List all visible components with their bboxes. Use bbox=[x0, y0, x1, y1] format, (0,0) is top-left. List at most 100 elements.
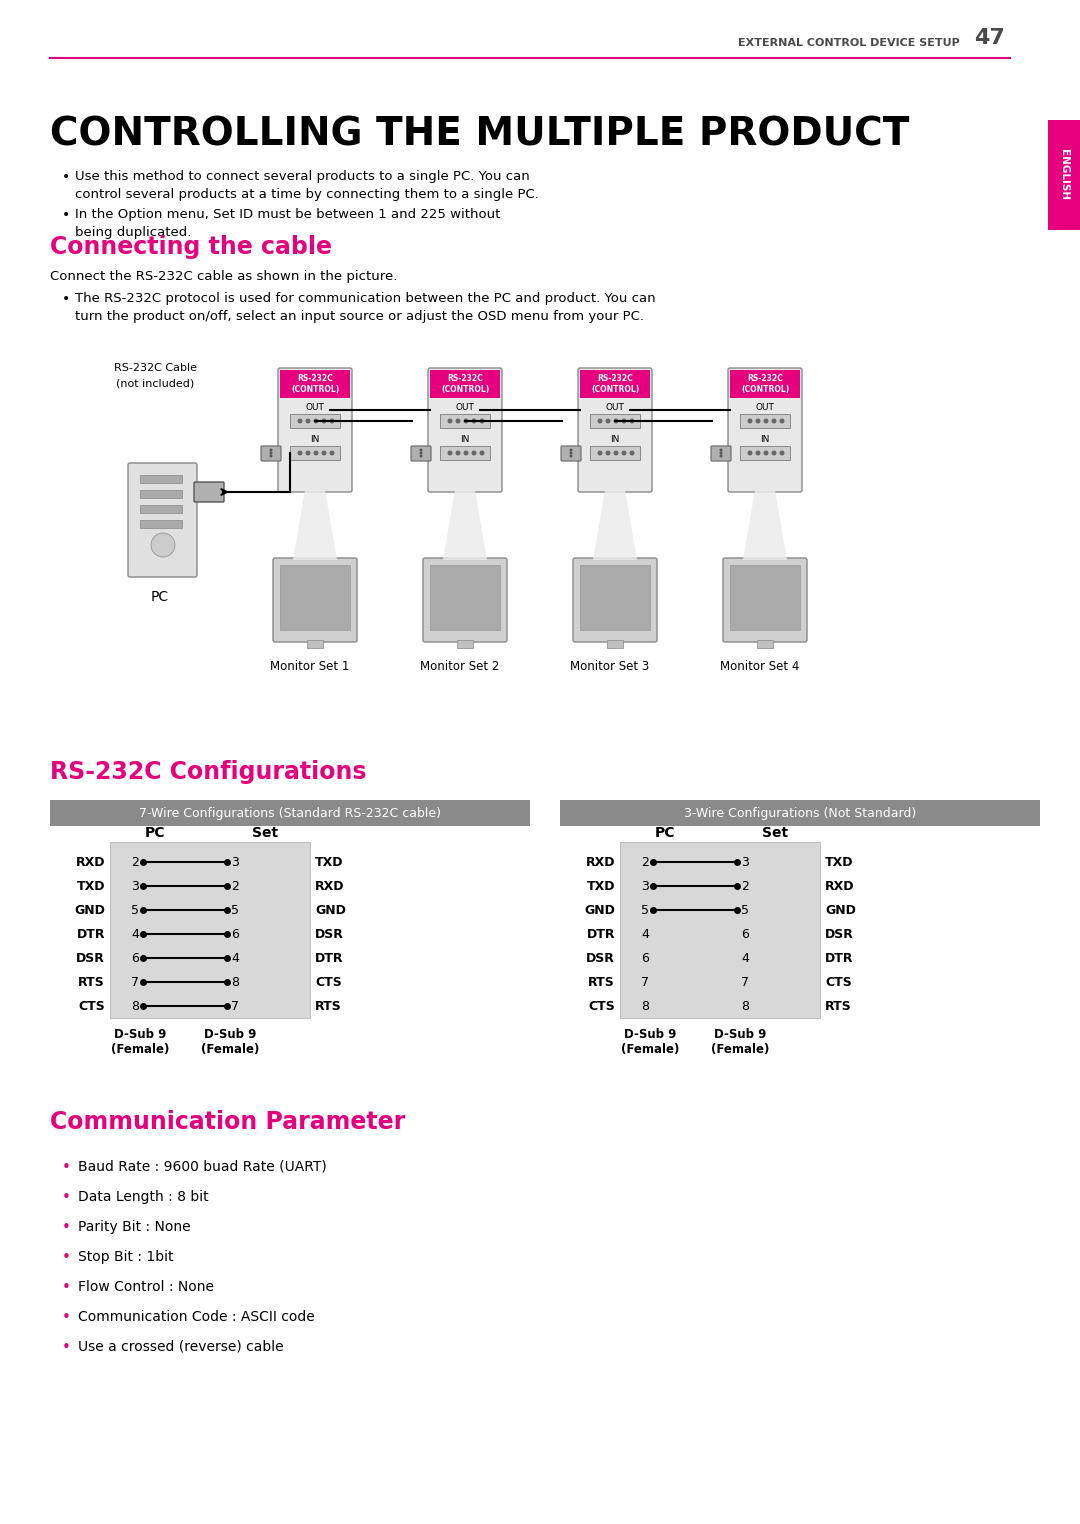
Bar bbox=[110, 841, 310, 1018]
Circle shape bbox=[597, 419, 603, 424]
Circle shape bbox=[463, 451, 469, 456]
Text: 6: 6 bbox=[131, 951, 139, 965]
Text: Monitor Set 3: Monitor Set 3 bbox=[570, 660, 650, 674]
Text: Set: Set bbox=[252, 826, 278, 840]
Text: 2: 2 bbox=[741, 879, 748, 893]
Text: RTS: RTS bbox=[315, 1000, 341, 1012]
Text: RS-232C
(CONTROL): RS-232C (CONTROL) bbox=[591, 375, 639, 393]
Text: RTS: RTS bbox=[78, 975, 105, 989]
Circle shape bbox=[747, 451, 753, 456]
FancyBboxPatch shape bbox=[273, 558, 357, 642]
Text: 2: 2 bbox=[642, 855, 649, 869]
Bar bbox=[291, 447, 340, 460]
Text: Use this method to connect several products to a single PC. You can: Use this method to connect several produ… bbox=[75, 171, 530, 183]
Text: 4: 4 bbox=[642, 928, 649, 940]
Polygon shape bbox=[293, 491, 337, 559]
Polygon shape bbox=[443, 491, 487, 559]
FancyBboxPatch shape bbox=[561, 447, 581, 460]
Text: CTS: CTS bbox=[78, 1000, 105, 1012]
Bar bbox=[50, 800, 530, 826]
FancyBboxPatch shape bbox=[428, 367, 502, 492]
Text: 6: 6 bbox=[231, 928, 239, 940]
Text: •: • bbox=[62, 293, 70, 306]
Text: RXD: RXD bbox=[585, 855, 615, 869]
Text: 5: 5 bbox=[741, 904, 750, 916]
Circle shape bbox=[329, 419, 335, 424]
Bar bbox=[307, 640, 323, 648]
Circle shape bbox=[780, 451, 784, 456]
Text: DSR: DSR bbox=[586, 951, 615, 965]
Polygon shape bbox=[593, 491, 637, 559]
Text: RS-232C
(CONTROL): RS-232C (CONTROL) bbox=[291, 375, 339, 393]
Circle shape bbox=[322, 419, 326, 424]
Circle shape bbox=[480, 451, 485, 456]
Text: RS-232C Configurations: RS-232C Configurations bbox=[50, 760, 366, 783]
Circle shape bbox=[764, 419, 769, 424]
Circle shape bbox=[419, 451, 422, 454]
Bar bbox=[740, 447, 789, 460]
Text: DTR: DTR bbox=[586, 928, 615, 940]
Text: 8: 8 bbox=[231, 975, 239, 989]
Text: ENGLISH: ENGLISH bbox=[1059, 149, 1069, 201]
Circle shape bbox=[463, 419, 469, 424]
Text: GND: GND bbox=[315, 904, 346, 916]
FancyBboxPatch shape bbox=[728, 367, 802, 492]
Circle shape bbox=[771, 451, 777, 456]
Text: control several products at a time by connecting them to a single PC.: control several products at a time by co… bbox=[75, 187, 539, 201]
Text: Communication Code : ASCII code: Communication Code : ASCII code bbox=[78, 1311, 314, 1324]
Bar bbox=[430, 370, 500, 398]
Text: •: • bbox=[62, 1160, 71, 1175]
Circle shape bbox=[270, 451, 272, 454]
Circle shape bbox=[569, 448, 572, 451]
Bar bbox=[140, 504, 183, 514]
Text: 7-Wire Configurations (Standard RS-232C cable): 7-Wire Configurations (Standard RS-232C … bbox=[139, 806, 441, 820]
Text: 7: 7 bbox=[131, 975, 139, 989]
Circle shape bbox=[480, 419, 485, 424]
Text: 8: 8 bbox=[642, 1000, 649, 1012]
Bar bbox=[280, 370, 350, 398]
Bar bbox=[730, 565, 800, 629]
Text: 3: 3 bbox=[131, 879, 139, 893]
Text: In the Option menu, Set ID must be between 1 and 225 without: In the Option menu, Set ID must be betwe… bbox=[75, 207, 500, 221]
Text: Data Length : 8 bit: Data Length : 8 bit bbox=[78, 1190, 208, 1204]
FancyBboxPatch shape bbox=[578, 367, 652, 492]
Text: IN: IN bbox=[460, 436, 470, 445]
Text: TXD: TXD bbox=[825, 855, 853, 869]
Text: Use a crossed (reverse) cable: Use a crossed (reverse) cable bbox=[78, 1340, 284, 1353]
Circle shape bbox=[297, 451, 302, 456]
Text: IN: IN bbox=[760, 436, 770, 445]
Circle shape bbox=[719, 451, 723, 454]
Circle shape bbox=[621, 419, 626, 424]
Text: 5: 5 bbox=[231, 904, 239, 916]
Circle shape bbox=[472, 419, 476, 424]
Bar bbox=[580, 565, 650, 629]
Text: D-Sub 9: D-Sub 9 bbox=[714, 1029, 766, 1041]
Circle shape bbox=[306, 451, 311, 456]
Text: PC: PC bbox=[151, 590, 170, 604]
Text: GND: GND bbox=[825, 904, 855, 916]
Text: D-Sub 9: D-Sub 9 bbox=[624, 1029, 676, 1041]
Text: 5: 5 bbox=[131, 904, 139, 916]
Text: RTS: RTS bbox=[589, 975, 615, 989]
Text: 3: 3 bbox=[642, 879, 649, 893]
Text: EXTERNAL CONTROL DEVICE SETUP: EXTERNAL CONTROL DEVICE SETUP bbox=[739, 38, 960, 47]
Circle shape bbox=[322, 451, 326, 456]
Circle shape bbox=[597, 451, 603, 456]
FancyBboxPatch shape bbox=[278, 367, 352, 492]
Circle shape bbox=[419, 454, 422, 457]
Bar bbox=[291, 415, 340, 428]
Circle shape bbox=[719, 448, 723, 451]
Text: GND: GND bbox=[75, 904, 105, 916]
Text: 3-Wire Configurations (Not Standard): 3-Wire Configurations (Not Standard) bbox=[684, 806, 916, 820]
Text: (Female): (Female) bbox=[111, 1042, 170, 1056]
Bar bbox=[620, 841, 820, 1018]
Bar bbox=[580, 370, 650, 398]
Text: 2: 2 bbox=[131, 855, 139, 869]
Circle shape bbox=[329, 451, 335, 456]
Text: OUT: OUT bbox=[456, 404, 474, 413]
Bar bbox=[1048, 120, 1080, 230]
Text: IN: IN bbox=[310, 436, 320, 445]
Text: (Female): (Female) bbox=[201, 1042, 259, 1056]
Text: 3: 3 bbox=[741, 855, 748, 869]
Text: 7: 7 bbox=[741, 975, 750, 989]
